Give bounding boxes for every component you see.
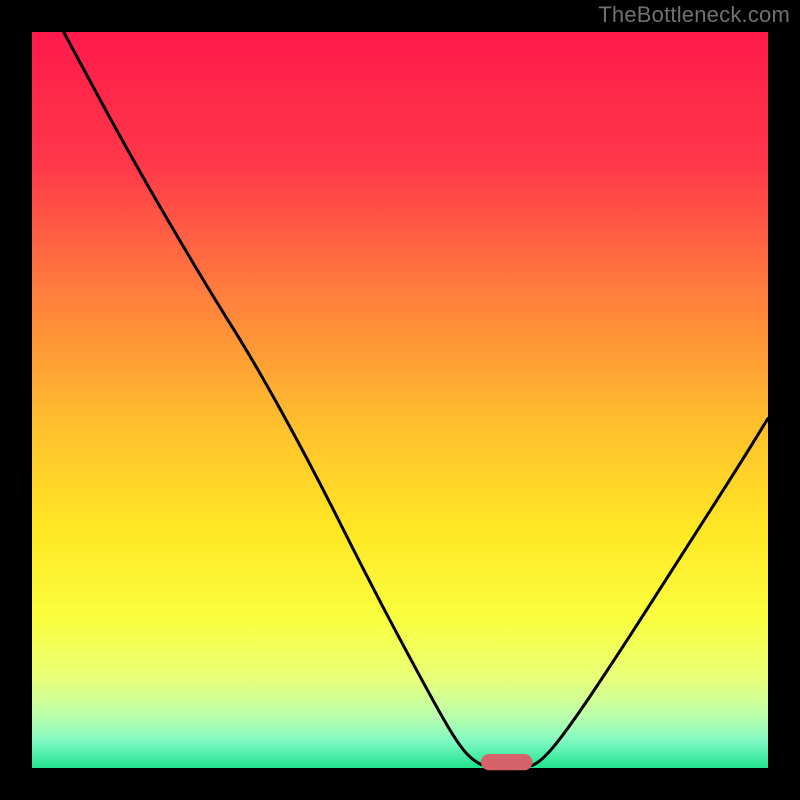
- plot-background: [32, 32, 768, 768]
- optimal-marker: [481, 754, 533, 770]
- watermark-text: TheBottleneck.com: [598, 2, 790, 28]
- chart-frame: TheBottleneck.com: [0, 0, 800, 800]
- bottleneck-chart: [0, 0, 800, 800]
